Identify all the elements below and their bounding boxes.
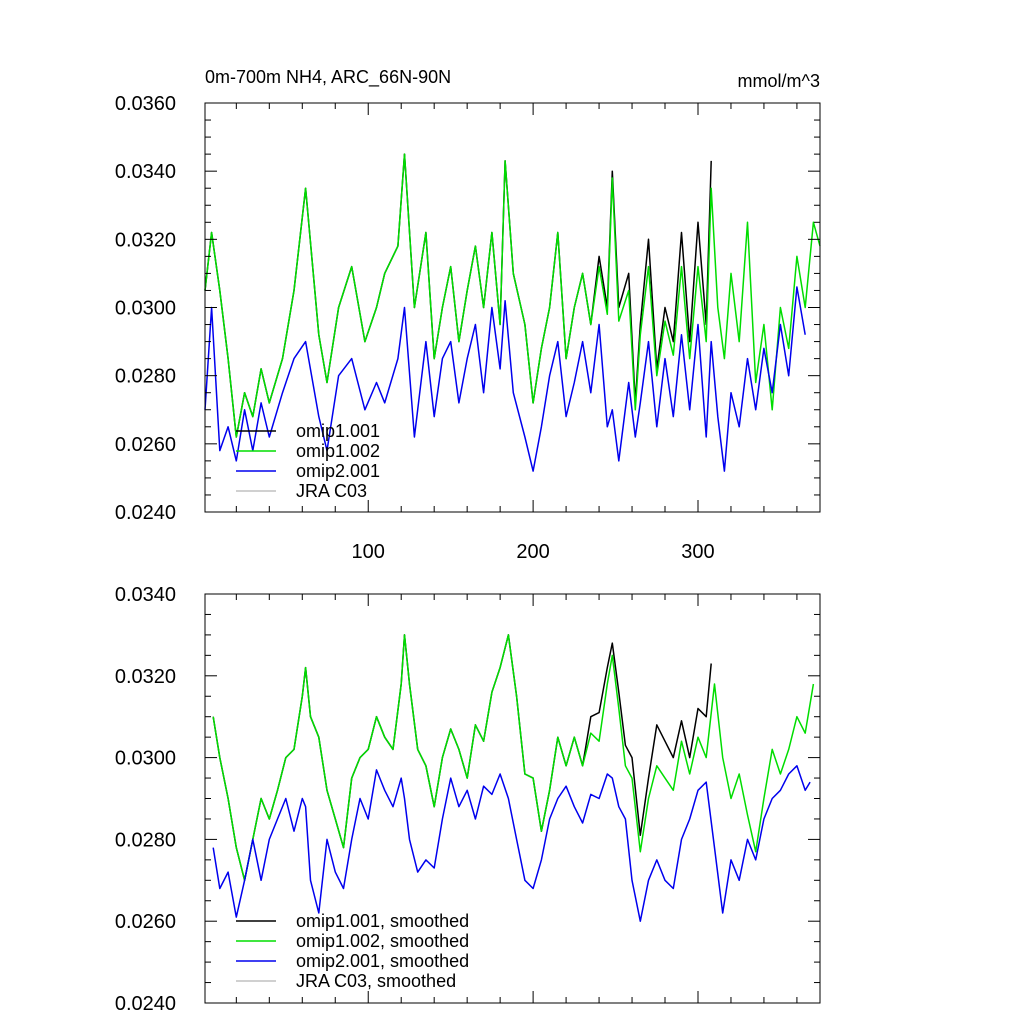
top-series-line-2 — [204, 153, 821, 438]
top-y-tick-label: 0.0320 — [115, 229, 176, 251]
top-title-left: 0m-700m NH4, ARC_66N-90N — [205, 67, 451, 88]
bottom-y-tick-label: 0.0260 — [115, 911, 176, 933]
top-panel: 0m-700m NH4, ARC_66N-90N mmol/m^3 0.0240… — [115, 67, 821, 563]
top-legend-label-2: omip1.002 — [296, 441, 380, 461]
top-legend-label-1: omip1.001 — [296, 421, 380, 441]
bottom-series-line-1 — [212, 634, 712, 882]
bottom-y-tick-label: 0.0240 — [115, 993, 176, 1015]
bottom-y-tick-label: 0.0300 — [115, 748, 176, 770]
top-x-tick-label: 300 — [681, 541, 714, 563]
bottom-series-line-2 — [212, 634, 815, 882]
bottom-y-tick-label: 0.0320 — [115, 666, 176, 688]
top-y-tick-label: 0.0260 — [115, 434, 176, 456]
top-axes: 0.0240 0.0260 0.0280 0.0300 0.0320 0.0340 0.03… — [115, 93, 821, 563]
bottom-legend-label-4: JRA C03, smoothed — [296, 971, 456, 991]
top-y-tick-label: 0.0240 — [115, 502, 176, 524]
bottom-legend-label-3: omip2.001, smoothed — [296, 951, 469, 971]
top-x-tick-label: 100 — [352, 541, 385, 563]
top-y-tick-label: 0.0360 — [115, 93, 176, 115]
top-legend-label-3: omip2.001 — [296, 461, 380, 481]
top-y-tick-label: 0.0280 — [115, 366, 176, 388]
top-series-group — [204, 153, 821, 472]
top-y-tick-label: 0.0300 — [115, 298, 176, 320]
top-y-tick-label: 0.0340 — [115, 161, 176, 183]
top-title-right: mmol/m^3 — [738, 71, 820, 91]
bottom-legend-label-2: omip1.002, smoothed — [296, 931, 469, 951]
bottom-panel: 0.0240 0.0260 0.0280 0.0300 0.0320 0.0340 omi… — [115, 584, 821, 1015]
top-legend-label-4: JRA C03 — [296, 481, 367, 501]
top-series-line-3 — [204, 286, 806, 472]
bottom-legend-label-1: omip1.001, smoothed — [296, 911, 469, 931]
bottom-series-line-3 — [212, 765, 811, 922]
bottom-series-group — [212, 634, 815, 922]
top-x-tick-label: 200 — [516, 541, 549, 563]
bottom-axes: 0.0240 0.0260 0.0280 0.0300 0.0320 0.0340 — [115, 584, 821, 1015]
bottom-y-tick-label: 0.0340 — [115, 584, 176, 606]
bottom-y-tick-label: 0.0280 — [115, 829, 176, 851]
